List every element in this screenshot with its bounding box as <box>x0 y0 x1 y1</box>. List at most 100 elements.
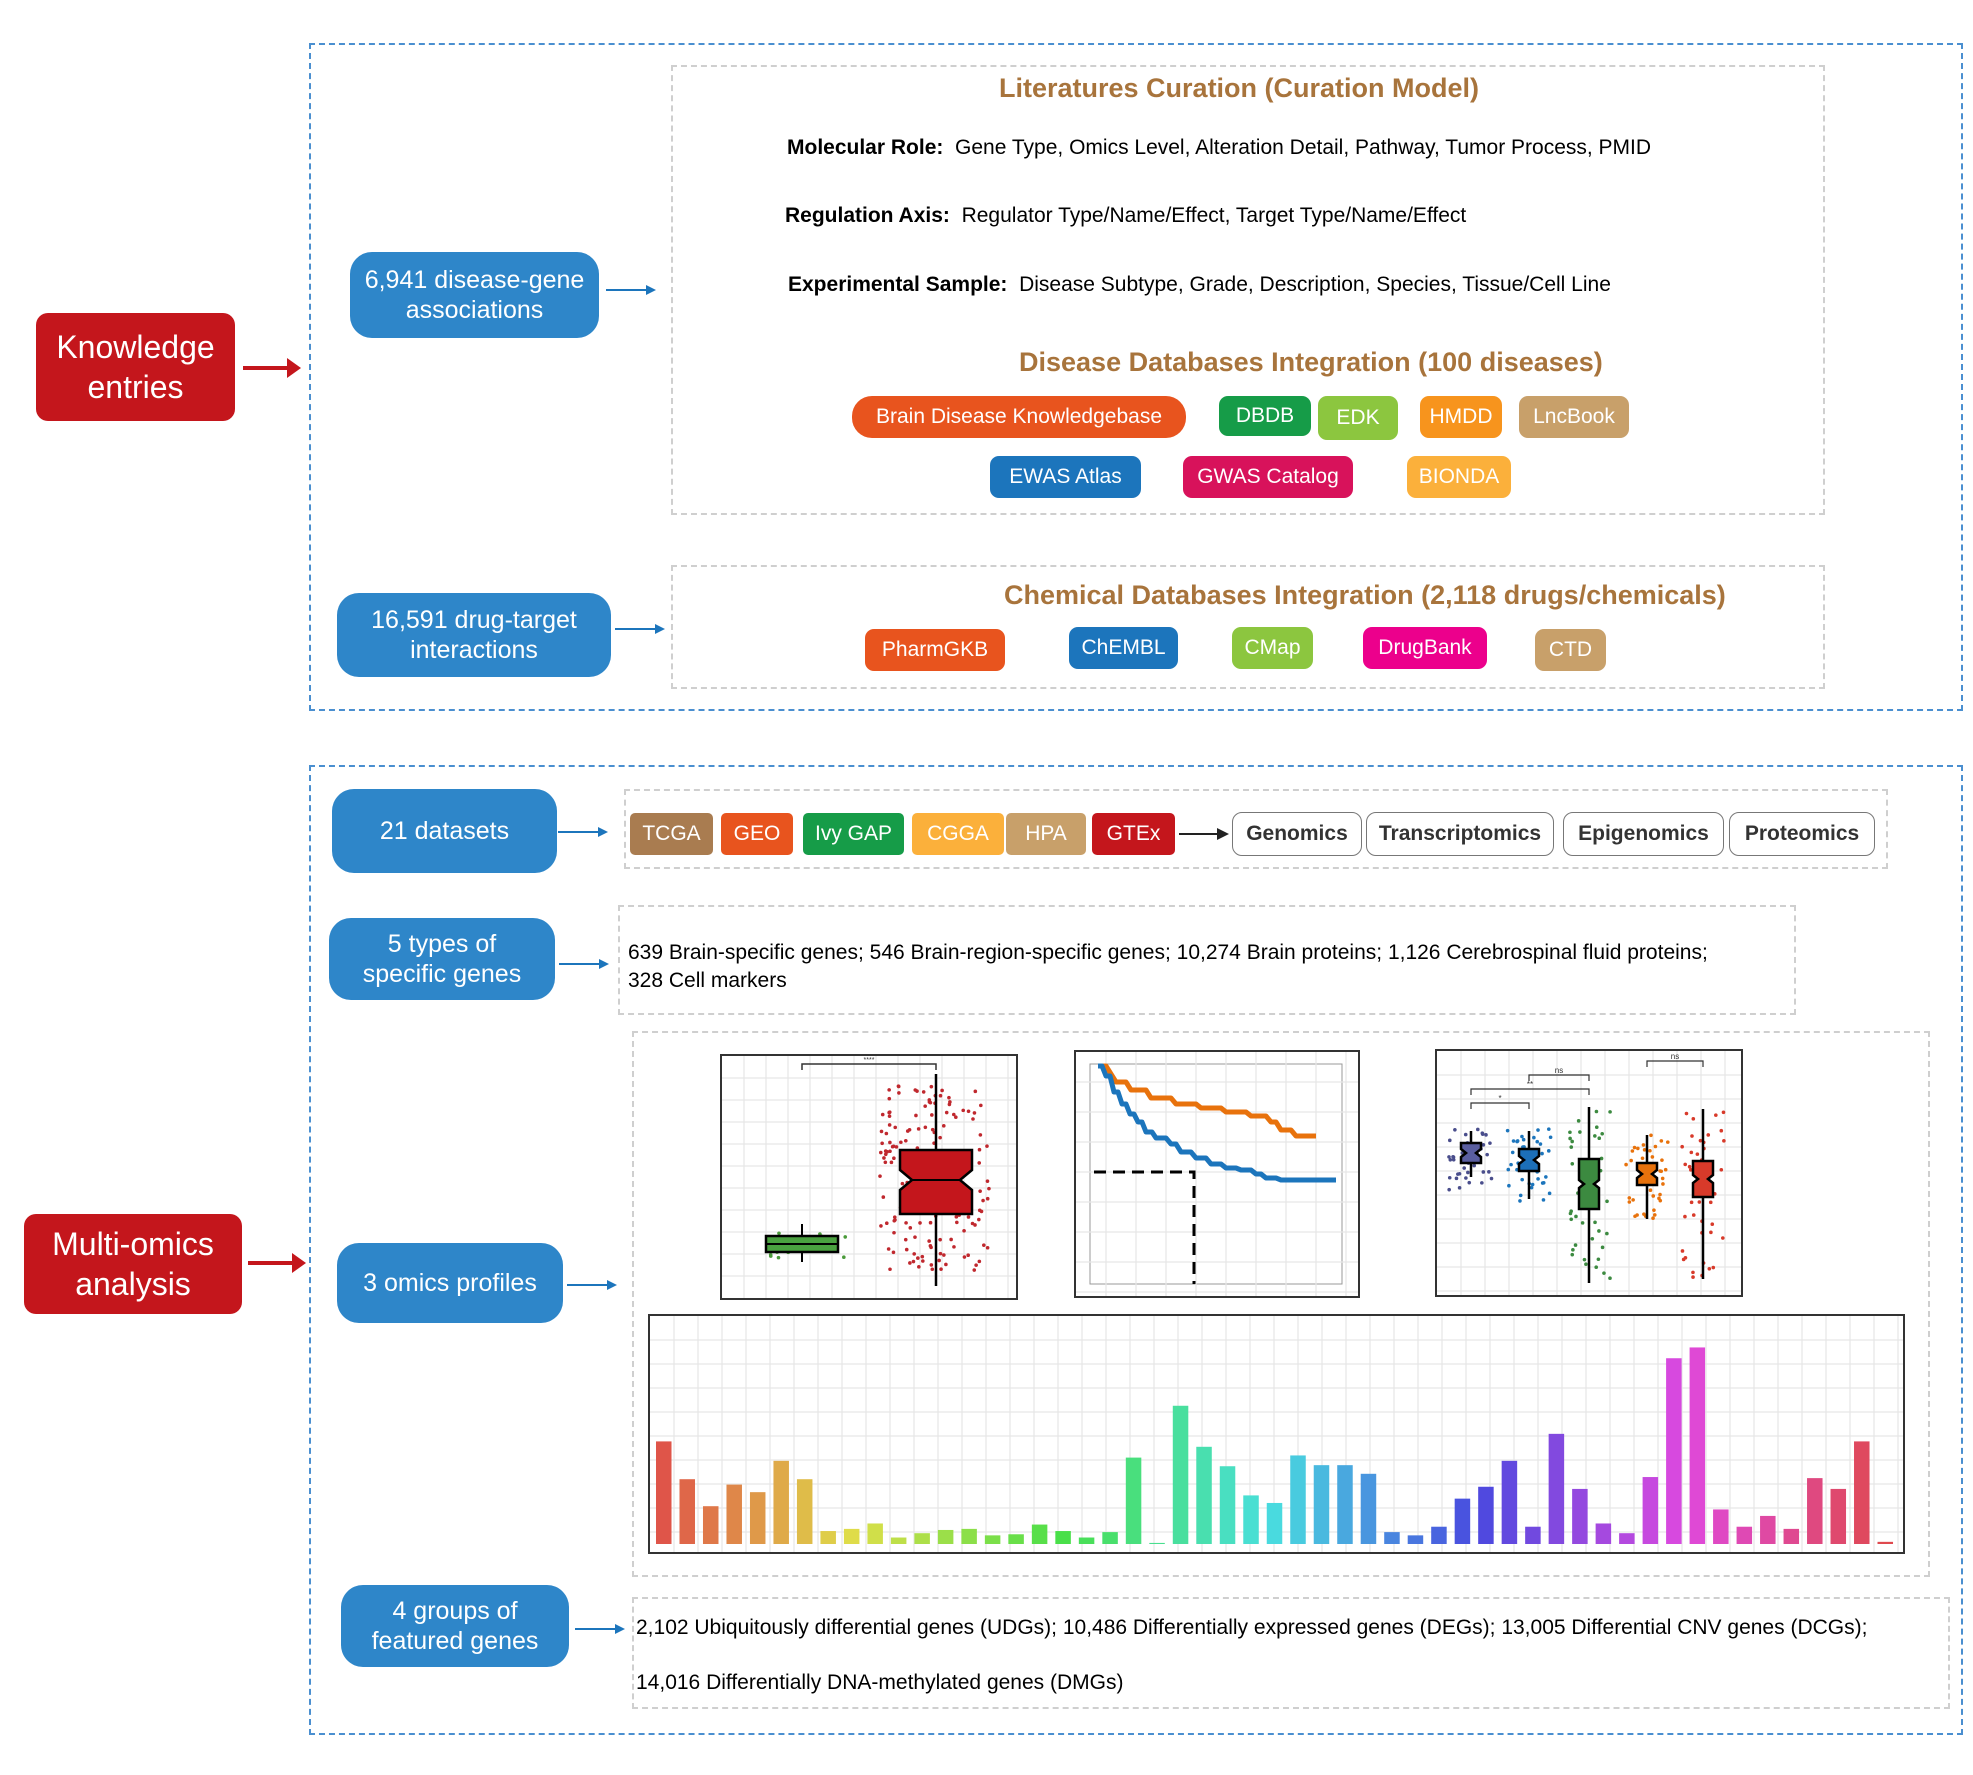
point-group5 <box>1707 1266 1712 1271</box>
point-group3 <box>1584 1262 1588 1267</box>
point-group5 <box>1691 1213 1696 1217</box>
point-group5 <box>1683 1162 1688 1167</box>
point-group2 <box>899 1140 903 1145</box>
point-group2 <box>966 1253 970 1258</box>
point-group2 <box>940 1088 944 1093</box>
specific-genes-panel <box>618 905 1796 1015</box>
point-group3 <box>1600 1245 1605 1250</box>
point-group2 <box>974 1263 978 1267</box>
omics-transcriptomics: Transcriptomics <box>1366 812 1554 856</box>
point-group5 <box>1721 1236 1725 1240</box>
point-group1 <box>1448 1158 1453 1162</box>
bar <box>1360 1473 1377 1544</box>
point-group2 <box>887 1096 892 1101</box>
point-group2 <box>916 1256 920 1260</box>
point-group2 <box>985 1144 989 1148</box>
tag-gtex: GTEx <box>1092 813 1175 855</box>
point-group2 <box>930 1267 935 1272</box>
km-frame <box>1089 1063 1343 1285</box>
point-group5 <box>1710 1222 1715 1227</box>
box-group3 <box>1577 1157 1601 1211</box>
bar <box>1313 1465 1330 1544</box>
point-group2 <box>1538 1142 1543 1146</box>
bar <box>1689 1347 1706 1544</box>
bar <box>984 1535 1001 1544</box>
survival-curve-svg <box>1076 1052 1358 1296</box>
point-group2 <box>978 1189 982 1193</box>
point-group2 <box>880 1112 885 1117</box>
point-group2 <box>1541 1198 1546 1202</box>
point-group2 <box>1509 1162 1513 1167</box>
point-group2 <box>973 1223 977 1227</box>
point-group2 <box>1520 1134 1524 1139</box>
point-group4 <box>1659 1139 1664 1143</box>
bar <box>1055 1531 1071 1544</box>
point-group3 <box>1580 1221 1585 1225</box>
featured-genes-text-2: 14,016 Differentially DNA-methylated gen… <box>636 1671 1124 1694</box>
point-group3 <box>1571 1248 1575 1252</box>
survival-curve <box>1074 1050 1360 1298</box>
point-group2 <box>917 1265 921 1269</box>
point-group2 <box>929 1084 934 1089</box>
point-group2 <box>971 1117 975 1121</box>
point-group2 <box>947 1095 951 1100</box>
bar <box>1807 1478 1823 1544</box>
point-group5 <box>1683 1255 1688 1260</box>
point-group2 <box>1546 1149 1551 1153</box>
point-group2 <box>920 1254 925 1259</box>
point-group2 <box>985 1245 990 1250</box>
omics-genomics: Genomics <box>1232 812 1362 856</box>
point-group2 <box>987 1186 991 1191</box>
point-group1 <box>1451 1157 1456 1162</box>
point-group2 <box>889 1160 894 1165</box>
significance-label: ** <box>1527 1080 1533 1089</box>
point-group2 <box>883 1160 888 1165</box>
point-group1 <box>1467 1180 1472 1185</box>
point-group2 <box>904 1221 908 1225</box>
point-group2 <box>900 1181 905 1186</box>
point-group5 <box>1689 1168 1693 1172</box>
point-group4 <box>1651 1216 1655 1220</box>
point-group4 <box>1627 1196 1632 1200</box>
point-group4 <box>1629 1158 1633 1163</box>
bar <box>679 1479 695 1544</box>
point-group3 <box>1594 1125 1599 1130</box>
point-group2 <box>1541 1180 1546 1185</box>
point-group5 <box>1684 1111 1689 1116</box>
point-group2 <box>977 1259 982 1264</box>
point-group4 <box>1642 1148 1647 1152</box>
point-group2 <box>947 1102 952 1107</box>
point-group2 <box>985 1196 990 1201</box>
arrow-specific <box>559 959 609 969</box>
point-group4 <box>1663 1167 1668 1172</box>
arrow-knowledge <box>243 358 301 378</box>
point-group3 <box>1597 1136 1602 1141</box>
tag-ewas-atlas: EWAS Atlas <box>990 456 1141 498</box>
point-group2 <box>928 1220 933 1225</box>
point-group3 <box>1570 1252 1575 1257</box>
tag-tcga: TCGA <box>630 813 713 855</box>
point-group5 <box>1714 1113 1718 1117</box>
point-group2 <box>908 1226 913 1230</box>
bar <box>867 1523 883 1544</box>
point-group2 <box>939 1267 943 1271</box>
point-group3 <box>1605 1231 1609 1236</box>
box-group1 <box>1459 1141 1483 1165</box>
bar <box>1548 1433 1565 1544</box>
point-group2 <box>893 1218 897 1222</box>
knowledge-section <box>309 43 1963 711</box>
point-group2 <box>938 1251 943 1256</box>
point-group2 <box>913 1235 917 1239</box>
point-group1 <box>1488 1141 1492 1145</box>
omics-proteomics: Proteomics <box>1729 812 1875 856</box>
bar <box>1219 1466 1236 1544</box>
bar <box>890 1537 907 1544</box>
bar <box>1736 1526 1753 1544</box>
bar <box>726 1484 742 1544</box>
point-group2 <box>882 1156 886 1160</box>
point-group5 <box>1708 1200 1713 1205</box>
point-group2 <box>892 1156 896 1160</box>
point-group1 <box>1447 1155 1451 1159</box>
arrow-profiles <box>567 1280 617 1290</box>
point-group2 <box>886 1247 891 1251</box>
